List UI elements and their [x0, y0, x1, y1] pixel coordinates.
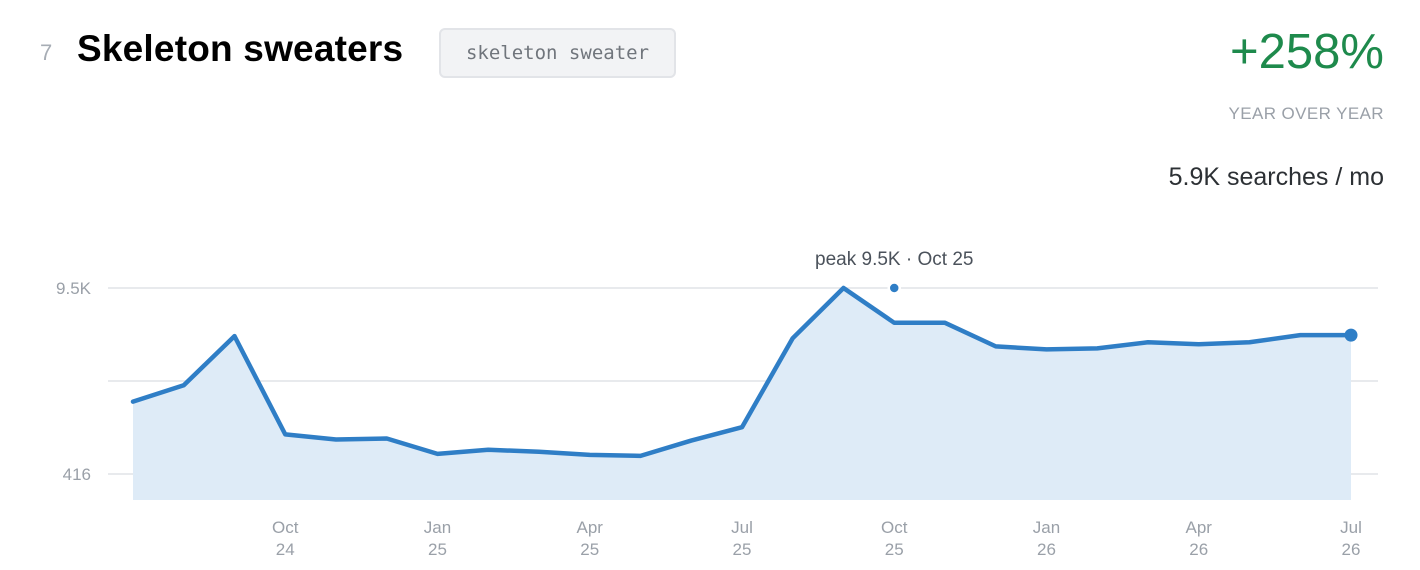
x-tick-year: 25 — [580, 540, 599, 559]
chart-area-fill — [133, 288, 1351, 500]
x-tick-month: Apr — [1186, 518, 1213, 537]
x-axis-ticks: Oct 24 Jan 25 Apr 25 Jul 25 Oct 25 Jan 26 Apr 26 Jul 26 — [272, 518, 1362, 559]
x-tick-2025-04: Apr 25 — [577, 518, 604, 559]
data-point-2024-08[interactable] — [180, 381, 188, 389]
x-tick-month: Apr — [577, 518, 604, 537]
data-point-2025-04[interactable] — [586, 451, 594, 459]
growth-label: YEAR OVER YEAR — [1228, 104, 1384, 123]
data-point-2025-11[interactable] — [941, 319, 949, 327]
data-point-2024-09[interactable] — [231, 332, 239, 340]
data-point-2025-03[interactable] — [535, 448, 543, 456]
data-point-2025-02[interactable] — [484, 446, 492, 454]
x-tick-2026-01: Jan 26 — [1033, 518, 1060, 559]
data-point-2024-11[interactable] — [332, 436, 340, 444]
data-point-2025-08[interactable] — [789, 334, 797, 342]
x-tick-year: 25 — [733, 540, 752, 559]
x-tick-2026-04: Apr 26 — [1186, 518, 1213, 559]
x-tick-month: Oct — [272, 518, 299, 537]
x-tick-year: 25 — [885, 540, 904, 559]
x-tick-2026-07: Jul 26 — [1340, 518, 1362, 559]
data-point-2024-07[interactable] — [129, 398, 137, 406]
x-tick-month: Jan — [1033, 518, 1060, 537]
data-point-2024-10[interactable] — [281, 430, 289, 438]
x-tick-year: 26 — [1342, 540, 1361, 559]
series-area — [133, 288, 1351, 500]
data-point-2025-05[interactable] — [637, 452, 645, 460]
x-tick-2025-07: Jul 25 — [731, 518, 753, 559]
data-point-2025-12[interactable] — [992, 342, 1000, 350]
data-point-2026-02[interactable] — [1093, 344, 1101, 352]
data-point-2025-10[interactable] — [890, 319, 898, 327]
x-tick-month: Jul — [731, 518, 753, 537]
chart-line — [130, 285, 1354, 459]
current-value-marker[interactable] — [1344, 328, 1358, 342]
x-tick-month: Oct — [881, 518, 908, 537]
x-tick-2025-01: Jan 25 — [424, 518, 451, 559]
peak-marker[interactable] — [887, 281, 901, 295]
y-tick-label: 416 — [63, 465, 91, 484]
data-point-2025-07[interactable] — [738, 423, 746, 431]
peak-label: peak 9.5K · Oct 25 — [815, 249, 973, 270]
x-tick-month: Jan — [424, 518, 451, 537]
x-tick-month: Jul — [1340, 518, 1362, 537]
data-point-2026-03[interactable] — [1144, 338, 1152, 346]
chart-points: peak 9.5K · Oct 25 — [129, 249, 1358, 460]
x-tick-2024-10: Oct 24 — [272, 518, 299, 559]
search-volume: 5.9K searches / mo — [1168, 163, 1384, 191]
growth-percent: +258% — [1230, 25, 1384, 79]
data-point-2025-09[interactable] — [840, 284, 848, 292]
series-line — [130, 285, 1354, 459]
y-axis-ticks: 416 9.5K — [56, 279, 92, 484]
y-tick-label: 9.5K — [56, 279, 92, 298]
data-point-2026-06[interactable] — [1296, 331, 1304, 339]
data-point-2026-04[interactable] — [1195, 340, 1203, 348]
rank-number: 7 — [40, 40, 53, 65]
x-tick-2025-10: Oct 25 — [881, 518, 908, 559]
data-point-2025-01[interactable] — [434, 450, 442, 458]
data-point-2026-01[interactable] — [1043, 345, 1051, 353]
data-point-2026-05[interactable] — [1246, 338, 1254, 346]
x-tick-year: 24 — [276, 540, 295, 559]
trend-title: Skeleton sweaters — [77, 28, 404, 69]
keyword-tag[interactable]: skeleton sweater — [439, 28, 676, 78]
data-point-2025-06[interactable] — [687, 437, 695, 445]
x-tick-year: 25 — [428, 540, 447, 559]
data-point-2024-12[interactable] — [383, 434, 391, 442]
x-tick-year: 26 — [1189, 540, 1208, 559]
x-tick-year: 26 — [1037, 540, 1056, 559]
